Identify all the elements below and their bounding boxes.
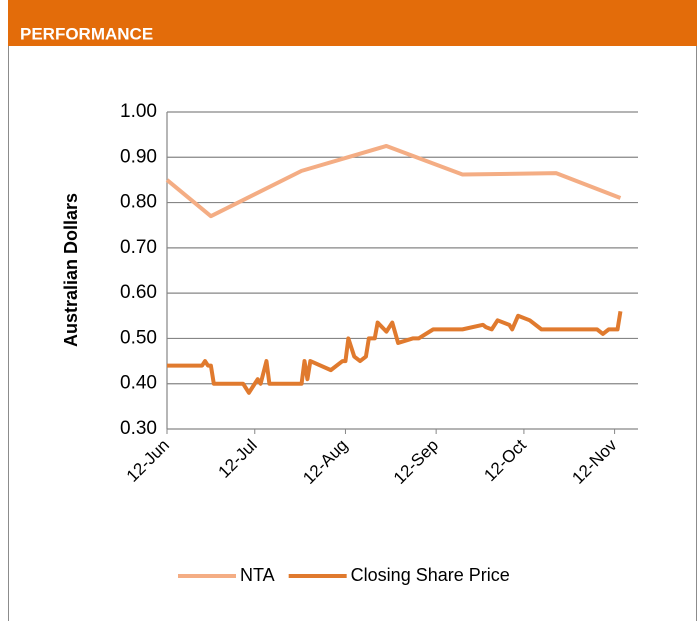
y-tick-label: 0.70 <box>120 237 157 258</box>
y-tick-label: 1.00 <box>120 101 157 122</box>
series-line <box>165 143 622 219</box>
y-tick-label: 0.40 <box>120 373 157 394</box>
legend-label: Closing Share Price <box>351 565 510 585</box>
y-tick-label: 0.50 <box>120 327 157 348</box>
y-axis-label: Australian Dollars <box>61 193 81 347</box>
y-tick-label: 0.80 <box>120 192 157 213</box>
panel-border <box>8 0 697 621</box>
y-tick-label: 0.60 <box>120 282 157 303</box>
legend-label: NTA <box>240 565 275 585</box>
series-line <box>167 310 623 395</box>
header-bar <box>8 0 697 46</box>
header-title: PERFORMANCE <box>20 24 153 43</box>
y-tick-label: 0.90 <box>120 146 157 167</box>
y-tick-label: 0.30 <box>120 418 157 439</box>
